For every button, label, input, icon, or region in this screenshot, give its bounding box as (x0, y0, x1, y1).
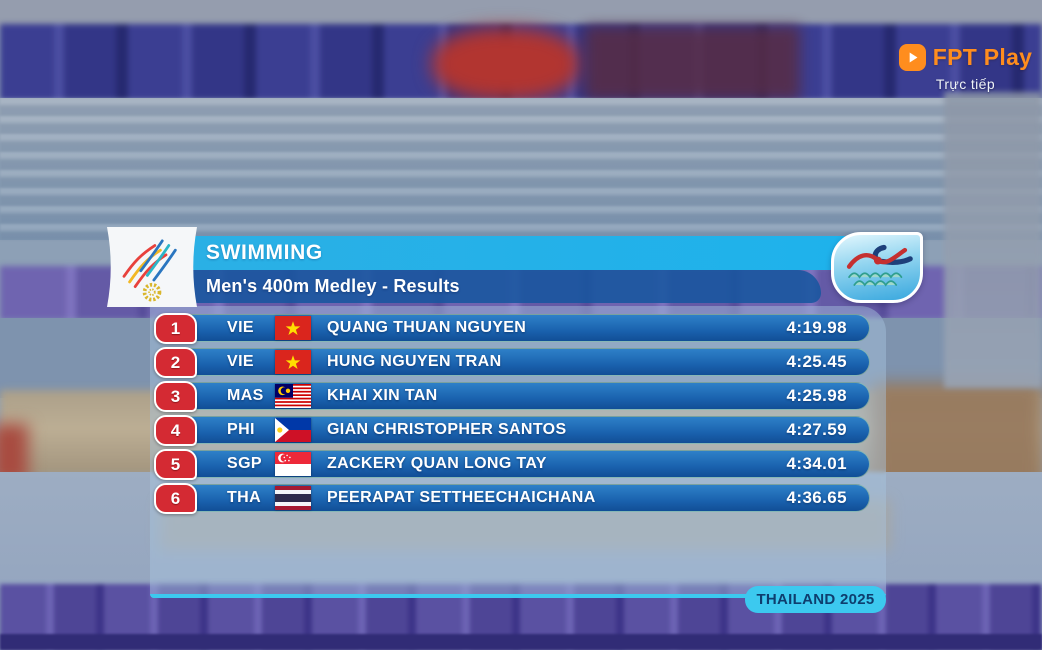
rank-badge: 3 (154, 381, 197, 412)
background-maroon-blob (585, 26, 800, 100)
result-time: 4:27.59 (786, 420, 847, 439)
country-code: THA (227, 489, 262, 506)
background-red-blob (432, 28, 580, 100)
country-code: PHI (227, 421, 255, 438)
athlete-name: GIAN CHRISTOPHER SANTOS (327, 421, 567, 438)
result-row: 1 VIE QUANG THUAN NGUYEN 4:19.98 (154, 313, 870, 344)
rank-badge: 2 (154, 347, 197, 378)
result-time: 4:36.65 (786, 488, 847, 507)
vietnam-flag (275, 316, 311, 340)
philippines-flag (275, 418, 311, 442)
country-code: VIE (227, 353, 254, 370)
malaysia-flag (275, 384, 311, 408)
result-row: 2 VIE HUNG NGUYEN TRAN 4:25.45 (154, 347, 870, 378)
country-code: SGP (227, 455, 262, 472)
athlete-name: QUANG THUAN NGUYEN (327, 319, 527, 336)
result-row: 4 PHI GIAN CHRISTOPHER SANTOS 4:27.59 (154, 415, 870, 446)
panel-baseline (150, 594, 886, 598)
results-list: 1 VIE QUANG THUAN NGUYEN 4:19.98 2 VIE H… (154, 313, 870, 518)
event-title-bar: Men's 400m Medley - Results (176, 270, 821, 303)
broadcaster-name: FPT Play (932, 44, 1033, 70)
event-title: Men's 400m Medley - Results (206, 276, 460, 296)
vietnam-flag (275, 350, 311, 374)
athlete-name: ZACKERY QUAN LONG TAY (327, 455, 547, 472)
result-time: 4:25.45 (786, 352, 847, 371)
athlete-name: PEERAPAT SETTHEECHAICHANA (327, 489, 596, 506)
swimming-pictogram (846, 244, 913, 287)
host-label: THAILAND 2025 (756, 591, 875, 608)
water-band (0, 98, 1042, 240)
broadcaster-watermark: FPT Play Trực tiếp (893, 44, 1038, 92)
sport-title-bar: SWIMMING (176, 236, 906, 270)
background-band (0, 634, 1042, 650)
thailand-flag (275, 486, 311, 510)
live-label: Trực tiếp (935, 76, 996, 92)
games-logo-panel (107, 227, 197, 307)
athlete-name: KHAI XIN TAN (327, 387, 438, 404)
country-code: VIE (227, 319, 254, 336)
athlete-name: HUNG NGUYEN TRAN (327, 353, 502, 370)
result-row: 3 MAS KHAI XIN TAN 4:25.98 (154, 381, 870, 412)
singapore-flag (275, 452, 311, 476)
result-row: 5 SGP ZACKERY QUAN LONG TAY 4:34.01 (154, 449, 870, 480)
results-panel: 1 VIE QUANG THUAN NGUYEN 4:19.98 2 VIE H… (150, 306, 886, 613)
result-time: 4:34.01 (786, 454, 847, 473)
host-badge: THAILAND 2025 (745, 586, 886, 613)
rank-badge: 6 (154, 483, 197, 514)
result-time: 4:25.98 (786, 386, 847, 405)
play-icon (898, 44, 926, 71)
sea-games-2025-logo (110, 229, 194, 305)
rank-badge: 4 (154, 415, 197, 446)
sport-title: SWIMMING (206, 241, 323, 264)
background-band (944, 92, 1042, 388)
rank-badge: 1 (154, 313, 197, 344)
result-time: 4:19.98 (786, 318, 847, 337)
swimming-pictogram-badge (831, 232, 923, 303)
result-row: 6 THA PEERAPAT SETTHEECHAICHANA 4:36.65 (154, 483, 870, 514)
rank-badge: 5 (154, 449, 197, 480)
country-code: MAS (227, 387, 264, 404)
